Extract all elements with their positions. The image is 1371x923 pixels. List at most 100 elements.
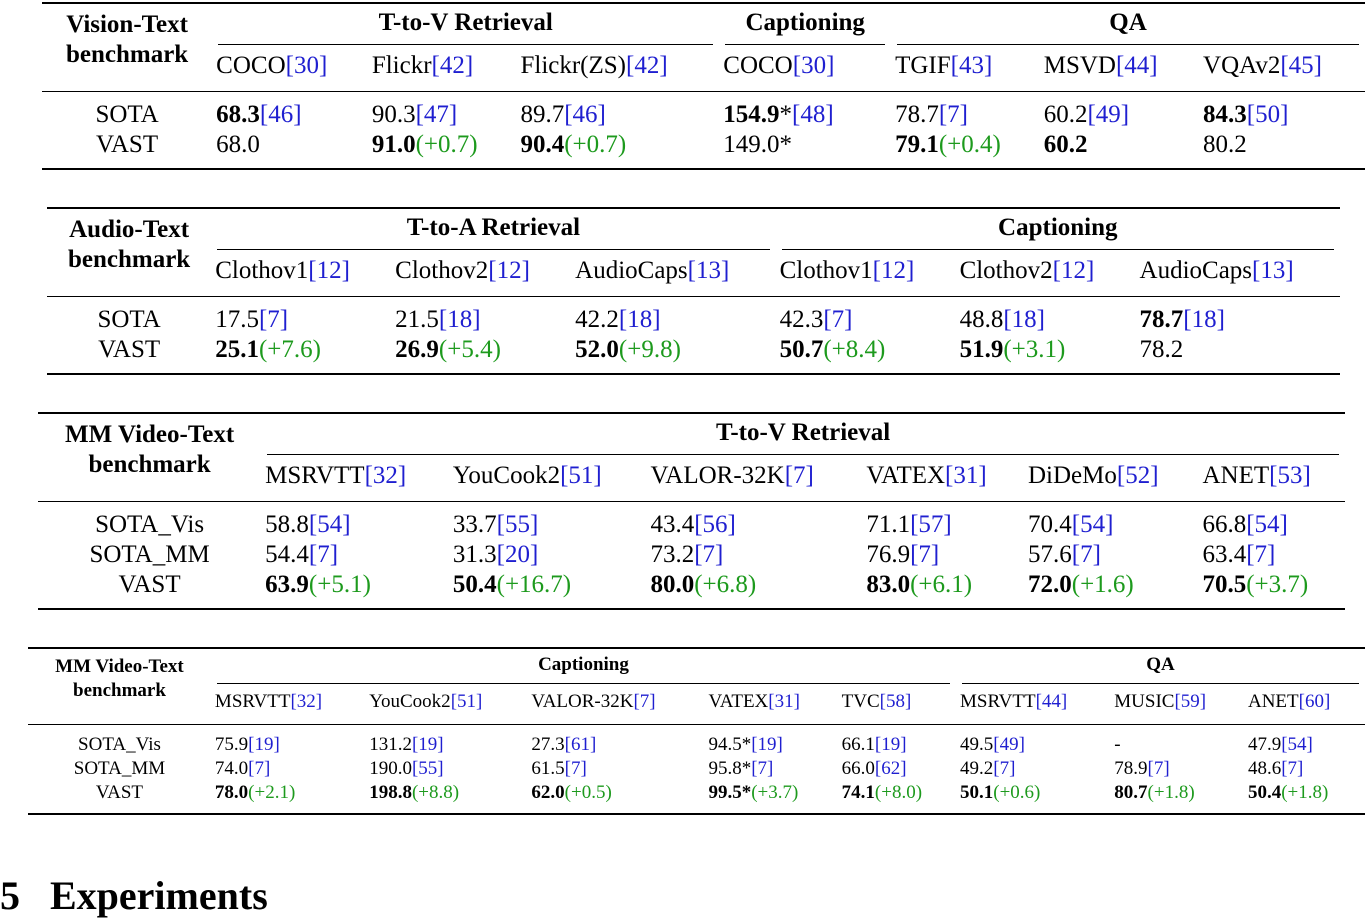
table-wrap: MM Video-Text benchmark Captioning QA MSRVTT…: [28, 647, 1365, 815]
ref: [18]: [1183, 306, 1225, 333]
cell: 63.9(+5.1): [261, 570, 449, 609]
table: Audio-Text benchmark T-to-A Retrieval Capti…: [47, 207, 1340, 375]
ref: [7]: [633, 691, 656, 712]
column-header: Clothov1[12]: [775, 250, 956, 297]
gain: (+8.4): [823, 336, 886, 363]
ref: [59]: [1174, 691, 1207, 712]
ref: [42]: [626, 52, 668, 79]
cell: 91.0(+0.7): [368, 130, 517, 169]
body-row: SOTA 17.5[7] 21.5[18] 42.2[18] 42.3[7] 48.8[1…: [47, 297, 1340, 336]
cell: 27.3[61]: [527, 725, 704, 758]
text: VATEX: [866, 462, 946, 489]
subheader-row: Clothov1[12] Clothov2[12] AudioCaps[13] Clo…: [47, 250, 1340, 297]
column-header: VQAv2[45]: [1199, 45, 1365, 92]
ref: [18]: [618, 306, 661, 333]
body-row: SOTA 68.3[46] 90.3[47] 89.7[46] 154.9*[48] 78…: [42, 92, 1365, 131]
ref: [54]: [1246, 511, 1288, 538]
gain: (+6.8): [694, 571, 757, 598]
header-row: Audio-Text benchmark T-to-A Retrieval Capti…: [47, 208, 1340, 297]
gain: (+5.4): [438, 336, 501, 363]
bold: 52.0: [575, 336, 619, 363]
body-row: SOTA_Vis 75.9[19] 131.2[19] 27.3[61] 94.5*[1…: [28, 725, 1365, 758]
body-row: SOTA_MM 74.0[7] 190.0[55] 61.5[7] 95.8*[7] 66…: [28, 757, 1365, 781]
ref: [43]: [950, 52, 993, 79]
text: 95.8*: [708, 758, 752, 779]
column-header: COCO[30]: [719, 45, 892, 92]
bold: 80.7: [1114, 782, 1148, 803]
group-label: QA: [897, 4, 1359, 45]
text: 63.4: [1202, 541, 1247, 568]
cell: 43.4[56]: [646, 502, 862, 541]
ref: [53]: [1269, 462, 1311, 489]
section-title: Experiments: [50, 873, 268, 918]
text: 58.8: [265, 511, 309, 538]
cell: 31.3[20]: [449, 540, 647, 570]
text: Clothov1: [779, 257, 873, 284]
cell: 63.4[7]: [1198, 540, 1345, 570]
cell: 74.0[7]: [211, 757, 365, 781]
group-label: QA: [962, 649, 1359, 684]
row-label: SOTA_Vis: [78, 734, 161, 755]
cell: 48.6[7]: [1244, 757, 1365, 781]
corner-header: Vision-Text benchmark: [42, 3, 213, 92]
cell: 149.0*: [719, 130, 891, 169]
group-header: T-to-V Retrieval: [261, 413, 1345, 455]
ref: [55]: [496, 511, 539, 538]
text: ANET: [1247, 691, 1299, 712]
ref: [49]: [993, 734, 1025, 755]
text: 74.0: [214, 758, 249, 779]
column-header: MSRVTT[44]: [956, 684, 1111, 725]
cell: 198.8(+8.8): [365, 781, 527, 814]
ref: [47]: [415, 101, 458, 128]
text: TGIF: [895, 52, 951, 79]
subheader-row: COCO[30] Flickr[42] Flickr(ZS)[42] COCO[30]…: [42, 45, 1365, 92]
body-row: VAST 68.0 91.0(+0.7) 90.4(+0.7) 149.0* 79.1(+…: [42, 130, 1365, 169]
group-header: Captioning: [776, 208, 1340, 250]
ref: [32]: [290, 691, 323, 712]
text: 48.6: [1247, 758, 1282, 779]
text: MSRVTT: [960, 691, 1036, 712]
bold: 25.1: [215, 336, 259, 363]
cell: 94.5*[19]: [704, 725, 837, 758]
table-wrap: Audio-Text benchmark T-to-A Retrieval Capti…: [47, 207, 1340, 375]
gain: (+8.8): [411, 782, 460, 803]
cell: 47.9[54]: [1244, 725, 1365, 758]
text: VALOR-32K: [650, 462, 785, 489]
ref: [18]: [1003, 306, 1045, 333]
cell: 17.5[7]: [211, 297, 391, 336]
row-label: VAST: [98, 336, 161, 363]
text: 78.7: [895, 101, 939, 128]
bold: 50.1: [960, 782, 994, 803]
ref: [12]: [1052, 257, 1095, 284]
body-row: VAST 78.0(+2.1) 198.8(+8.8) 62.0(+0.5) 99.5*…: [28, 781, 1365, 814]
corner-text: benchmark: [65, 41, 189, 68]
gain: (+6.1): [910, 571, 973, 598]
cell: 51.9(+3.1): [956, 335, 1136, 374]
ref: [7]: [308, 541, 339, 568]
group-label: Captioning: [725, 4, 886, 45]
cell: 71.1[57]: [862, 502, 1024, 541]
ref: [30]: [285, 52, 328, 79]
ref: [13]: [687, 257, 730, 284]
text: Flickr: [371, 52, 432, 79]
text: 70.4: [1028, 511, 1072, 538]
corner-header: MM Video-Text benchmark: [38, 413, 262, 502]
table: MM Video-Text benchmark Captioning QA MSRVTT…: [28, 647, 1365, 815]
corner-text: MM Video-Text: [55, 656, 184, 677]
bold: 60.2: [1043, 131, 1088, 158]
column-header: Clothov2[12]: [955, 250, 1136, 297]
bold: 50.4: [452, 571, 497, 598]
ref: [54]: [1071, 511, 1114, 538]
bold: 68.3: [216, 101, 260, 128]
text: 66.0: [841, 758, 875, 779]
column-header: TGIF[43]: [891, 45, 1040, 92]
column-header: COCO[30]: [212, 45, 368, 92]
text: 78.2: [1139, 336, 1184, 363]
text: TVC: [841, 691, 880, 712]
cell: 52.0(+9.8): [571, 335, 775, 374]
body-row: VAST 63.9(+5.1) 50.4(+16.7) 80.0(+6.8) 83.0(…: [38, 570, 1345, 609]
row-label: SOTA: [95, 101, 159, 128]
cell: 131.2[19]: [365, 725, 527, 758]
ref: [7]: [1281, 758, 1304, 779]
cell: 33.7[55]: [449, 502, 647, 541]
